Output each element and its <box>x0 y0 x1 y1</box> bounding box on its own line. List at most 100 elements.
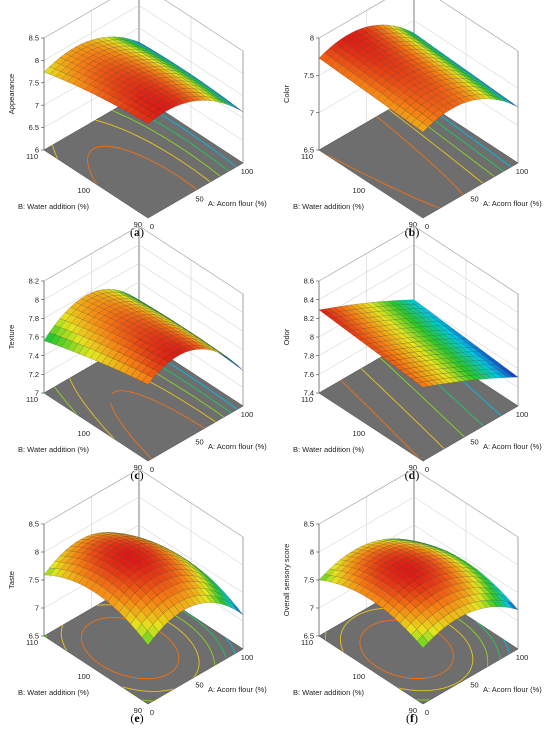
z-tick-label: 7 <box>310 108 314 117</box>
surface-cell <box>415 542 427 545</box>
surface-cell <box>398 538 410 541</box>
surface-cell <box>123 340 135 350</box>
surface-cell <box>117 290 129 296</box>
surface-cell <box>107 291 120 296</box>
x-tick-label: 50 <box>470 195 478 204</box>
surface-cell <box>129 298 142 304</box>
surface-cell <box>440 353 453 359</box>
y-tick-label: 90 <box>409 220 417 229</box>
z-tick-label: 7.6 <box>29 333 39 342</box>
surface-cell <box>345 40 358 49</box>
surface-cell <box>372 34 385 42</box>
z-tick-label: 8.5 <box>304 520 314 529</box>
surface-cell <box>172 343 185 350</box>
surface-cell <box>49 334 62 346</box>
surface-cell <box>123 291 135 298</box>
surface-cell <box>440 69 453 75</box>
surface-cell <box>399 33 411 39</box>
response-surface <box>318 299 519 388</box>
surface-cell <box>490 373 503 379</box>
surface-cell <box>89 582 102 594</box>
surface-cell <box>80 539 94 544</box>
z-tick-label: 7.5 <box>29 78 39 87</box>
z-axis-label: Odor <box>282 328 291 345</box>
surface-cell <box>89 350 102 361</box>
surface-cell <box>169 320 181 327</box>
surface-cell <box>198 581 211 590</box>
surface-cell <box>382 310 395 316</box>
y-tick-label: 100 <box>77 672 90 681</box>
y-tick-label: 100 <box>352 429 365 438</box>
surface-cell <box>362 555 375 562</box>
surface-cell <box>139 45 152 51</box>
surface-cell <box>376 598 389 609</box>
surface-cell <box>172 583 185 593</box>
surface-cell <box>416 549 429 553</box>
surface-cell <box>439 65 452 71</box>
surface-cell <box>83 77 96 86</box>
panel-label: (f) <box>406 711 418 725</box>
surface-cell <box>472 572 485 579</box>
x-axis-line <box>422 405 519 462</box>
y-axis-line <box>318 149 424 219</box>
surface-cell <box>134 43 146 49</box>
z-tick-label: 8.2 <box>29 277 39 286</box>
surface-cell <box>421 548 434 553</box>
surface-cell <box>397 299 410 305</box>
z-axis-label: Overall sensory score <box>282 544 291 617</box>
surface-cell <box>159 73 172 78</box>
surface-cell <box>384 55 397 63</box>
surface-cell <box>149 79 162 85</box>
surface-cell <box>444 62 457 69</box>
surface-cell <box>329 569 342 577</box>
surface-cell <box>489 588 502 596</box>
surface-cell <box>330 576 342 584</box>
panel-label: (a) <box>130 225 144 239</box>
surface-cell <box>170 564 183 570</box>
surface-cell <box>489 364 502 370</box>
surface-cell <box>97 45 110 51</box>
z-gridline <box>318 225 519 295</box>
surface-cell <box>111 78 124 86</box>
surface-cell <box>214 587 227 597</box>
z-tick-label: 8.5 <box>29 34 39 43</box>
surface-cell <box>466 567 479 574</box>
surface-cell <box>181 560 193 568</box>
surface-cell <box>124 298 136 303</box>
surface-cell <box>128 294 141 301</box>
contour-line <box>339 607 474 692</box>
surface-cell <box>119 534 131 537</box>
surface-cell <box>215 591 227 601</box>
surface-cell <box>410 377 423 384</box>
z-tick-label: 8.6 <box>304 277 314 286</box>
surface-cell <box>367 42 380 50</box>
x-tick-label: 50 <box>470 681 478 690</box>
z-gridline <box>43 5 244 74</box>
surface-cell <box>123 37 135 43</box>
x-tick-label: 0 <box>150 222 154 231</box>
surface-cell <box>383 549 396 555</box>
surface-cell <box>124 366 137 377</box>
z-tick-label: 7 <box>310 604 314 613</box>
surface-cell <box>134 297 146 305</box>
y-ticks: 90 100 110 <box>26 152 142 229</box>
surface-cell <box>162 97 175 104</box>
surface-cell <box>344 552 357 557</box>
surface-cell <box>151 595 164 607</box>
y-tick-label: 90 <box>134 706 142 715</box>
surface-cell <box>112 99 125 108</box>
surface-cell <box>186 562 198 571</box>
surface-cell <box>120 57 133 63</box>
surface-cell <box>107 43 120 48</box>
surface-cell <box>125 304 138 309</box>
surface-cell <box>371 29 384 36</box>
z-ticks: 7.4 7.6 7.8 8 8.2 8.4 8.6 <box>304 277 319 398</box>
surface-cell <box>346 47 358 57</box>
surface-cell <box>373 53 386 62</box>
z-axis-label: Texture <box>7 325 16 350</box>
surface-cell <box>346 561 358 569</box>
surface-cell <box>189 345 202 350</box>
surface-cell <box>231 603 244 615</box>
surface-cell <box>393 28 405 35</box>
z-gridline <box>318 468 519 538</box>
